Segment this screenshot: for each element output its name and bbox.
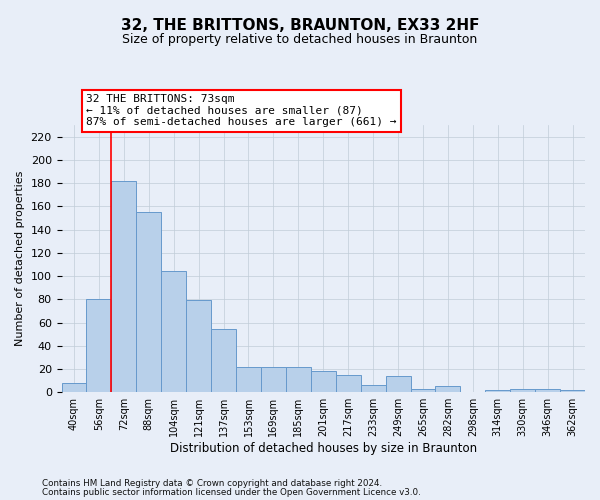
Bar — [410, 388, 436, 392]
Bar — [560, 390, 585, 392]
Bar — [386, 376, 410, 392]
Bar — [485, 390, 510, 392]
Bar — [510, 388, 535, 392]
Bar — [286, 366, 311, 392]
Bar — [535, 388, 560, 392]
Bar — [161, 272, 186, 392]
Bar — [236, 366, 261, 392]
Bar — [261, 366, 286, 392]
Text: Contains HM Land Registry data © Crown copyright and database right 2024.: Contains HM Land Registry data © Crown c… — [42, 479, 382, 488]
Text: 32, THE BRITTONS, BRAUNTON, EX33 2HF: 32, THE BRITTONS, BRAUNTON, EX33 2HF — [121, 18, 479, 32]
X-axis label: Distribution of detached houses by size in Braunton: Distribution of detached houses by size … — [170, 442, 477, 455]
Bar — [211, 330, 236, 392]
Text: Size of property relative to detached houses in Braunton: Size of property relative to detached ho… — [122, 32, 478, 46]
Text: Contains public sector information licensed under the Open Government Licence v3: Contains public sector information licen… — [42, 488, 421, 497]
Bar — [436, 386, 460, 392]
Y-axis label: Number of detached properties: Number of detached properties — [15, 171, 25, 346]
Bar — [62, 383, 86, 392]
Bar — [136, 212, 161, 392]
Bar — [361, 385, 386, 392]
Bar — [311, 372, 336, 392]
Text: 32 THE BRITTONS: 73sqm
← 11% of detached houses are smaller (87)
87% of semi-det: 32 THE BRITTONS: 73sqm ← 11% of detached… — [86, 94, 397, 128]
Bar — [86, 300, 112, 392]
Bar — [336, 375, 361, 392]
Bar — [186, 300, 211, 392]
Bar — [112, 181, 136, 392]
